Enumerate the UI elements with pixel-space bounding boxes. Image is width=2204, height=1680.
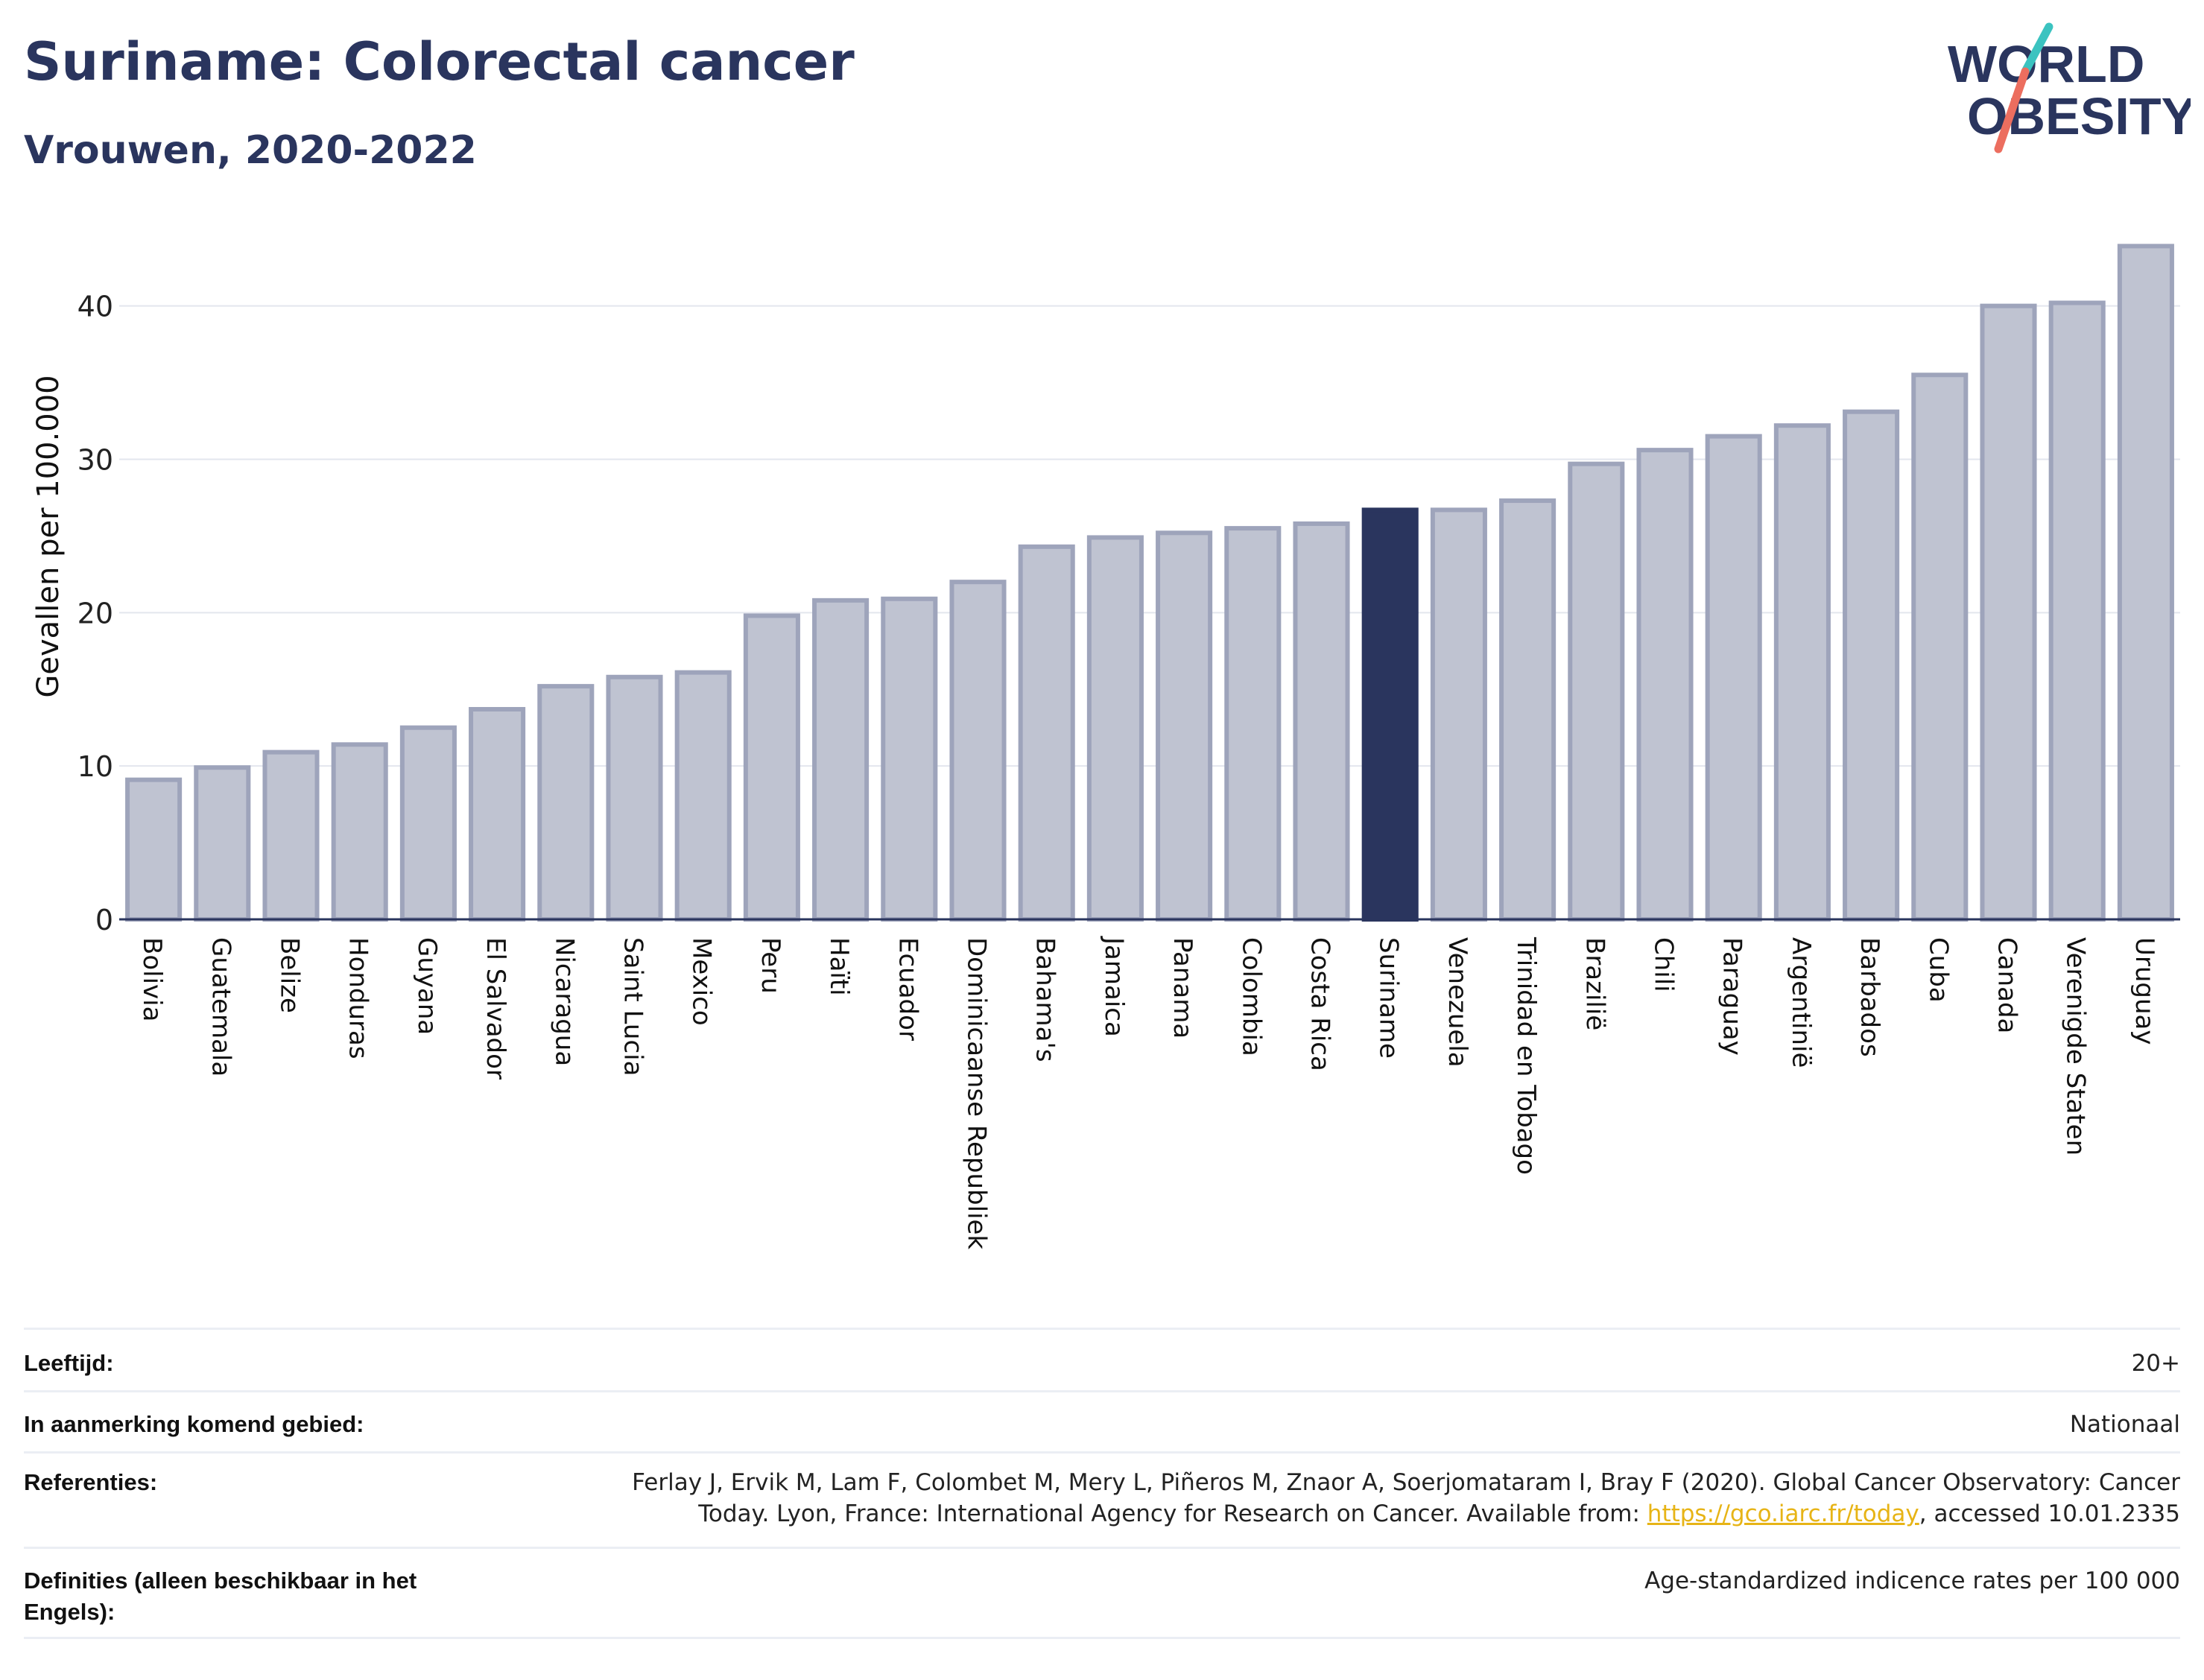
bar-canada [1980,303,2037,922]
metadata-table: Leeftijd: 20+ In aanmerking komend gebie… [24,1328,2180,1639]
references-text: Ferlay J, Ervik M, Lam F, Colombet M, Me… [632,1469,2180,1527]
category-label: Ecuador [893,937,922,1041]
area-label: In aanmerking komend gebied: [24,1411,364,1437]
bar-bolivia [125,777,183,922]
age-label: Leeftijd: [24,1350,114,1376]
bar-saint-lucia [606,674,663,922]
bar-ha-ti [812,597,870,922]
bar-verenigde-staten [2048,300,2106,922]
chart-title: Suriname: Colorectal cancer [24,31,855,92]
bar-brazili- [1568,461,1625,922]
bar-argentini- [1773,423,1831,922]
category-labels: Bolivia Guatemala Belize Honduras Guyana El S… [137,936,2159,1249]
bar-belize [262,749,320,922]
category-label: Cuba [1923,937,1953,1003]
category-label: Verenigde Staten [2061,937,2091,1156]
bars [125,244,2174,922]
bar-bahama-s [1018,544,1075,922]
bar-cuba [1911,373,1969,922]
bar-panama [1156,530,1213,922]
bar-honduras [331,742,388,922]
bar-costa-rica [1293,521,1350,922]
category-label: Dominicaanse Republiek [962,937,992,1249]
category-label: Peru [756,937,785,994]
bar-ecuador [881,596,938,922]
category-label: Brazilië [1580,937,1609,1030]
category-label: Barbados [1855,937,1884,1057]
logo-slash-teal [2021,22,2053,76]
bar-el-salvador [469,706,526,922]
category-label: Trinidad en Tobago [1511,936,1541,1175]
category-label: Guatemala [206,937,235,1077]
logo-slash-coral [1994,67,2030,153]
bar-chili [1636,448,1694,922]
bar-suriname [1361,507,1419,922]
category-label: Uruguay [2129,937,2159,1045]
chart-subtitle: Vrouwen, 2020-2022 [24,128,477,173]
bar-dominicaanse-republiek [949,580,1007,922]
references-label: Referenties: [24,1469,158,1495]
bar-barbados [1843,409,1900,922]
bar-paraguay [1705,434,1762,922]
definitions-label: Definities (alleen beschikbaar in het En… [24,1568,417,1625]
category-label: Mexico [687,937,717,1026]
bar-colombia [1224,526,1282,922]
category-label: Bolivia [137,937,167,1021]
bar-peru [743,613,800,922]
y-tick-label: 30 [77,443,113,476]
meta-row-definitions: Definities (alleen beschikbaar in het En… [24,1547,2180,1639]
y-tick-label: 20 [77,597,113,630]
bar-trinidad-en-tobago [1499,498,1557,922]
bar-guyana [399,725,457,922]
grid-lines [119,305,2180,767]
world-obesity-logo: WORLD OBESITY [1948,22,2191,153]
category-label: Bahama's [1030,937,1060,1062]
category-label: Suriname [1374,937,1404,1059]
references-link[interactable]: https://gco.iarc.fr/today [1647,1500,1919,1527]
category-label: Jamaica [1099,936,1129,1037]
bar-uruguay [2117,244,2174,922]
bar-venezuela [1430,507,1487,922]
y-tick-label: 0 [95,904,113,936]
meta-row-age: Leeftijd: 20+ [24,1328,2180,1390]
category-label: Costa Rica [1305,937,1335,1071]
meta-row-references: Referenties: Ferlay J, Ervik M, Lam F, C… [24,1451,2180,1547]
y-tick-label: 40 [77,291,113,323]
definitions-value: Age-standardized indicence rates per 100… [1644,1568,2180,1594]
area-value: Nationaal [2069,1411,2180,1438]
category-label: Colombia [1236,937,1266,1056]
category-label: Haïti [824,937,854,996]
category-label: Paraguay [1717,937,1747,1056]
bar-mexico [674,670,732,922]
category-label: Venezuela [1443,937,1472,1068]
bar-guatemala [194,765,251,922]
bar-nicaragua [537,684,595,922]
category-label: Chili [1649,937,1679,992]
meta-row-area: In aanmerking komend gebied: Nationaal [24,1390,2180,1451]
references-value: Ferlay J, Ervik M, Lam F, Colombet M, Me… [578,1467,2180,1530]
category-label: Honduras [343,937,373,1059]
category-label: Belize [275,937,305,1013]
logo-line1: WORLD [1948,35,2144,93]
category-label: Argentinië [1786,937,1816,1068]
category-label: Canada [1992,937,2022,1033]
y-axis-label: Gevallen per 100.000 [31,375,66,697]
category-label: Panama [1168,937,1197,1039]
bar-chart: 0 10 20 30 40 Bolivia Guatemala Belize Honduras… [31,244,2180,1249]
category-label: Guyana [412,937,442,1035]
category-label: El Salvador [481,937,510,1080]
age-value: 20+ [2131,1350,2180,1377]
category-label: Saint Lucia [618,937,648,1076]
category-label: Nicaragua [549,937,579,1066]
y-tick-label: 10 [77,750,113,783]
axes: 0 10 20 30 40 [77,291,2180,936]
bar-jamaica [1086,535,1144,922]
references-accessed: , accessed 10.01.2335 [1919,1500,2180,1527]
